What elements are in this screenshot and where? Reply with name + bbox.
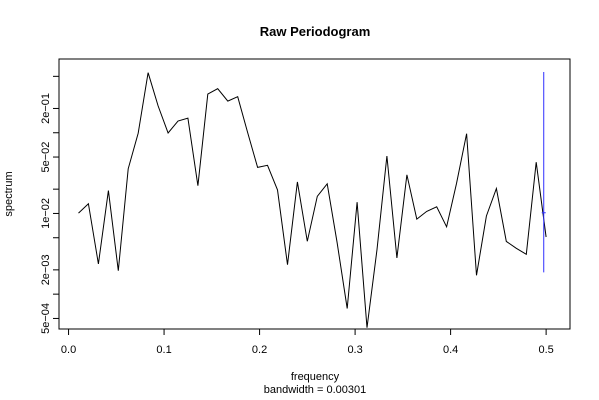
spectrum-line [78,72,547,328]
plot-frame [58,58,571,330]
y-axis-label: spectrum [3,171,15,216]
series-layer [78,72,547,328]
chart-title: Raw Periodogram [260,24,371,39]
x-tick-label: 0.0 [61,344,76,356]
y-tick-label: 2e−03 [40,254,52,285]
x-axis-label: frequency [291,371,340,383]
x-tick-label: 0.2 [252,344,267,356]
x-tick-label: 0.5 [538,344,553,356]
y-tick-label: 5e−04 [40,303,52,334]
x-tick-label: 0.4 [443,344,458,356]
confidence-bar [541,72,546,273]
y-tick-label: 1e−02 [40,198,52,229]
x-tick-label: 0.1 [156,344,171,356]
y-tick-label: 2e−01 [40,93,52,124]
bandwidth-label: bandwidth = 0.00301 [264,384,366,396]
y-tick-label: 5e−02 [40,142,52,173]
x-axis: 0.0 0.1 0.2 0.3 0.4 0.5 [61,329,554,356]
y-axis: 5e−04 2e−03 1e−02 5e−02 2e−01 [40,75,59,334]
x-tick-label: 0.3 [347,344,362,356]
